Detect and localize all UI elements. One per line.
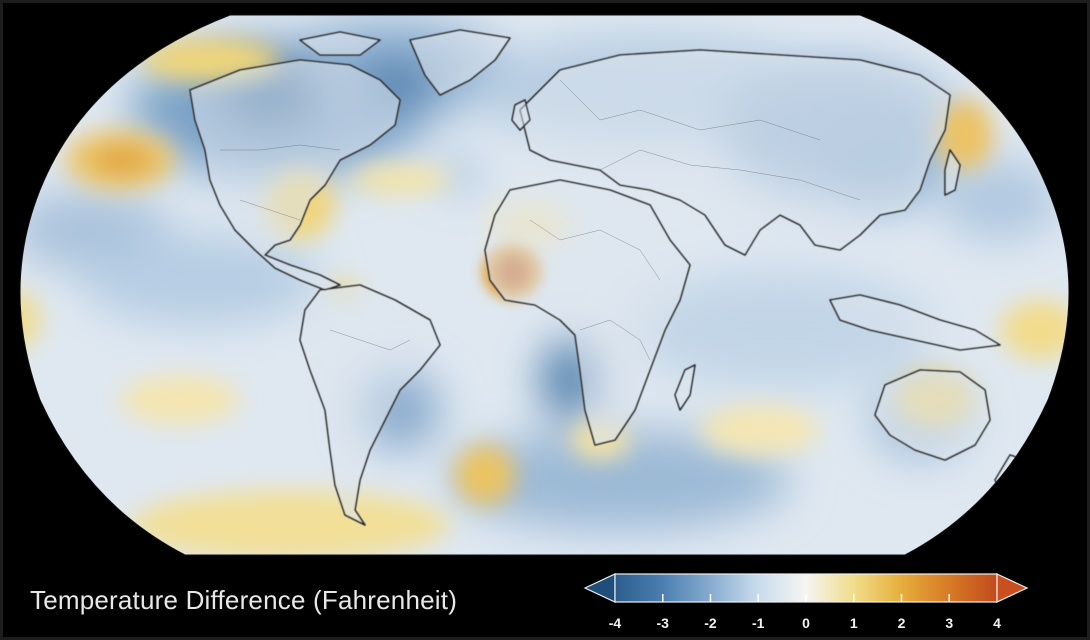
colorbar-tick-labels: -4 -3 -2 -1 0 1 2 3 4 xyxy=(609,615,1001,631)
colorbar: -4 -3 -2 -1 0 1 2 3 4 xyxy=(583,573,1029,631)
eurasia xyxy=(519,49,951,256)
colorbar-tick-label: 3 xyxy=(945,615,953,631)
colorbar-tick-label: -4 xyxy=(609,615,622,631)
country-borders xyxy=(220,79,861,361)
colorbar-tick-label: -1 xyxy=(752,615,765,631)
north-america xyxy=(189,59,401,291)
colorbar-tick-label: 2 xyxy=(898,615,906,631)
southeast-asia-islands xyxy=(829,294,1001,351)
south-america xyxy=(299,284,441,526)
continents xyxy=(189,29,1026,526)
greenland xyxy=(409,29,511,96)
colorbar-tick-label: -3 xyxy=(657,615,670,631)
colorbar-tick-label: -2 xyxy=(704,615,717,631)
canadian-arctic-islands xyxy=(299,31,381,56)
globe-outline xyxy=(19,14,1070,556)
colorbar-under-arrow xyxy=(583,573,616,603)
british-isles xyxy=(511,99,531,131)
world-temperature-anomaly-map xyxy=(19,14,1070,556)
japan xyxy=(944,149,961,196)
australia xyxy=(874,369,991,461)
legend-title: Temperature Difference (Fahrenheit) xyxy=(30,585,458,615)
colorbar-ticks xyxy=(662,594,950,602)
africa xyxy=(484,179,691,446)
colorbar-over-arrow xyxy=(996,573,1029,603)
anomaly-field-warm xyxy=(20,38,1069,555)
madagascar xyxy=(674,364,696,411)
map-globe xyxy=(20,15,1069,555)
colorbar-tick-label: 1 xyxy=(850,615,858,631)
colorbar-tick-label: 4 xyxy=(993,615,1001,631)
colorbar-tick-label: 0 xyxy=(802,615,810,631)
